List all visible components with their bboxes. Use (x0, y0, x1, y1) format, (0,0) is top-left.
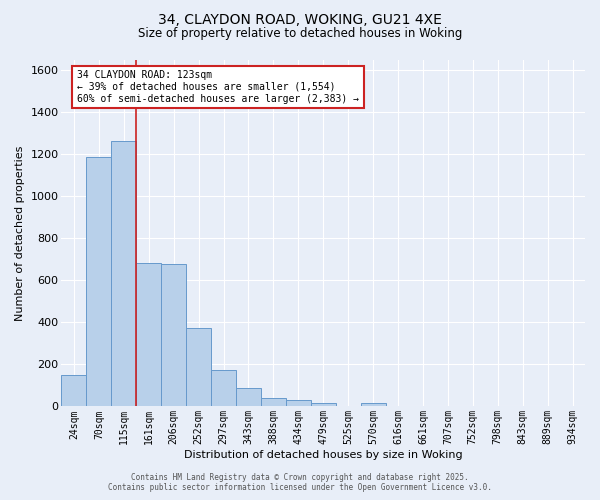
Bar (186, 328, 211, 406)
Bar (61, 375, 86, 406)
Bar (136, 262, 161, 406)
Text: Size of property relative to detached houses in Woking: Size of property relative to detached ho… (138, 28, 462, 40)
Bar (236, 388, 261, 406)
Bar (112, 141, 136, 406)
Bar (261, 398, 286, 406)
Bar (211, 370, 236, 406)
Text: 34 CLAYDON ROAD: 123sqm
← 39% of detached houses are smaller (1,554)
60% of semi: 34 CLAYDON ROAD: 123sqm ← 39% of detache… (77, 70, 359, 104)
Text: Contains HM Land Registry data © Crown copyright and database right 2025.
Contai: Contains HM Land Registry data © Crown c… (108, 473, 492, 492)
Bar (311, 402, 335, 406)
Bar (286, 400, 311, 406)
Text: 34, CLAYDON ROAD, WOKING, GU21 4XE: 34, CLAYDON ROAD, WOKING, GU21 4XE (158, 12, 442, 26)
Bar (161, 264, 186, 406)
Y-axis label: Number of detached properties: Number of detached properties (15, 146, 25, 321)
Bar (361, 404, 386, 406)
Bar (86, 156, 112, 406)
X-axis label: Distribution of detached houses by size in Woking: Distribution of detached houses by size … (184, 450, 463, 460)
